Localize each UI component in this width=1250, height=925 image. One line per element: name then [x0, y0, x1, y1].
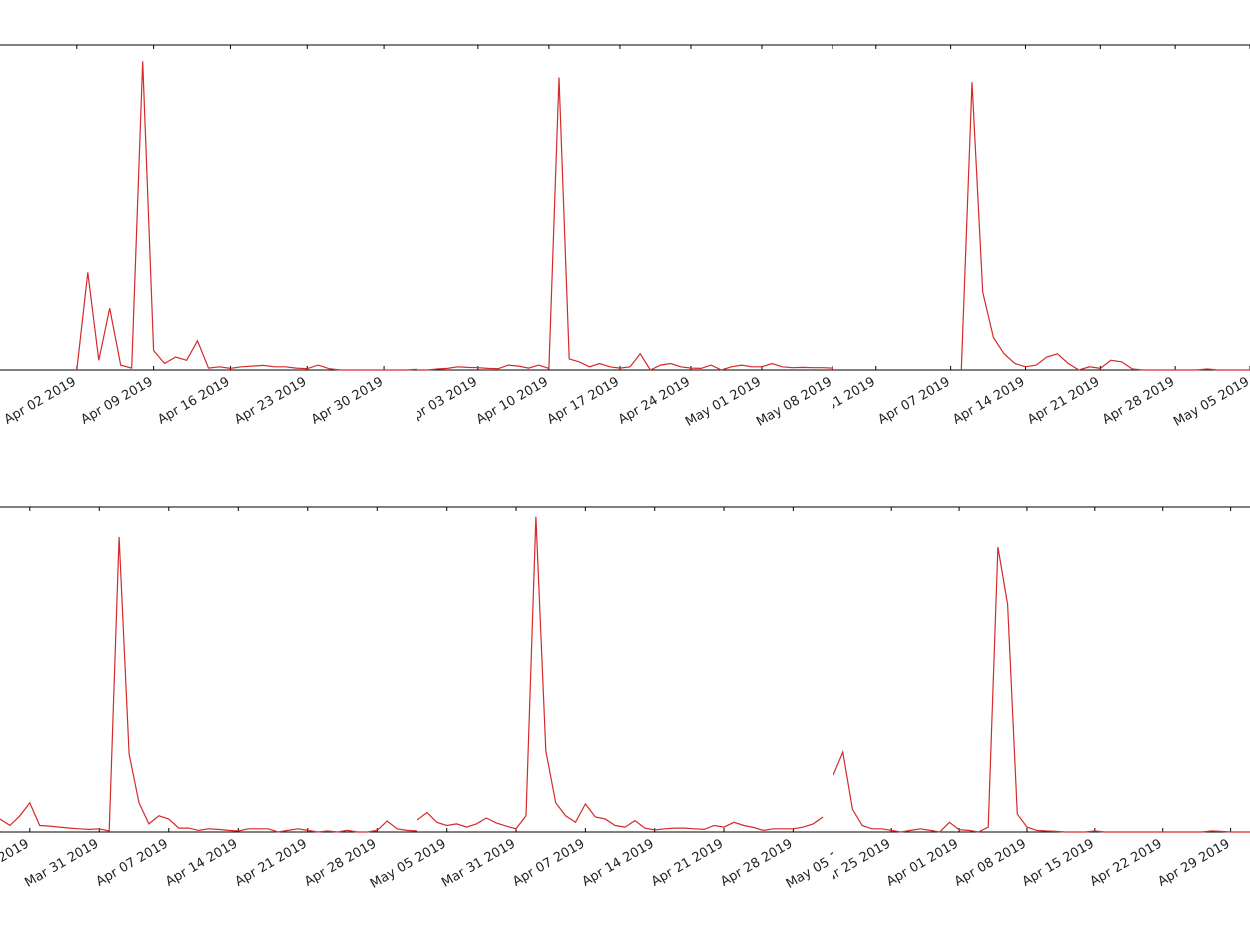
panel-background — [833, 35, 1250, 460]
data-line — [76, 61, 417, 371]
panel-background — [0, 35, 417, 460]
data-line — [417, 77, 833, 371]
panel: Apr 02 2019 Apr 09 2019 Apr 16 2019 Apr 23 … — [0, 35, 417, 460]
panel-background — [417, 497, 833, 922]
data-line — [417, 516, 824, 832]
data-line — [960, 82, 1250, 371]
panel-background — [417, 35, 833, 460]
data-line — [833, 546, 1250, 833]
data-line — [0, 536, 417, 833]
panel-background — [833, 497, 1250, 922]
panel-background — [0, 497, 417, 922]
